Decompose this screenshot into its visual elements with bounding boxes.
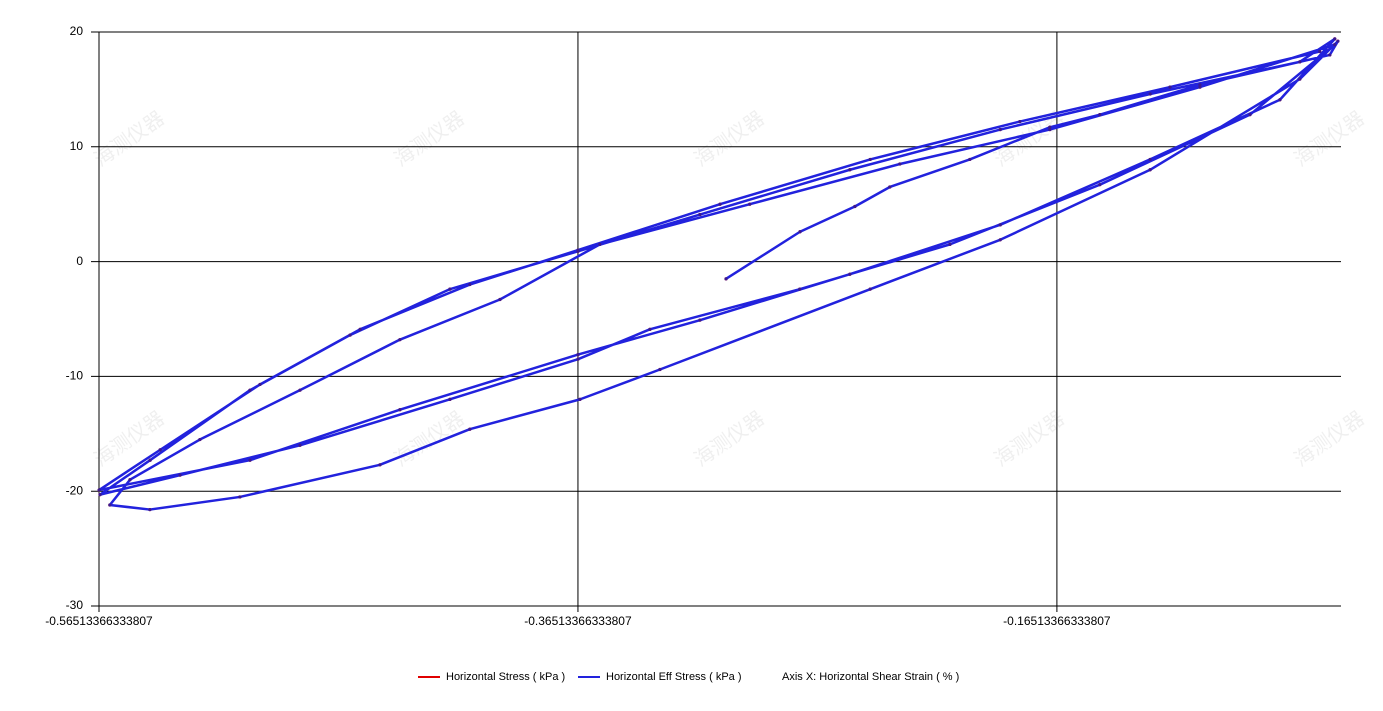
data-point [648, 327, 652, 331]
data-point [158, 448, 162, 452]
data-point [258, 382, 262, 387]
x-tick-label: -0.36513366333807 [524, 614, 632, 628]
legend-label: Horizontal Eff Stress ( kPa ) [606, 671, 742, 683]
data-point [108, 503, 112, 507]
data-point [1098, 113, 1102, 117]
data-point [378, 463, 382, 467]
y-tick-label: 0 [76, 254, 83, 268]
data-point [898, 162, 902, 166]
data-point [1318, 49, 1322, 54]
data-point [698, 318, 702, 322]
data-point [1333, 43, 1337, 47]
legend-label: Horizontal Stress ( kPa ) [446, 671, 565, 683]
data-point [798, 287, 802, 291]
y-tick-label: -10 [66, 369, 84, 383]
data-point [178, 473, 182, 477]
data-point [576, 352, 580, 357]
data-point [1148, 157, 1152, 162]
data-point [238, 495, 242, 499]
data-point [1336, 39, 1340, 43]
data-point [576, 248, 580, 252]
data-point [868, 287, 872, 291]
data-point [998, 238, 1002, 242]
data-point [888, 185, 892, 189]
y-tick-label: -30 [66, 598, 84, 612]
data-point [198, 437, 202, 442]
data-point [798, 230, 802, 234]
x-tick-label: -0.16513366333807 [1003, 614, 1111, 628]
data-point [97, 488, 101, 492]
data-point [248, 388, 252, 392]
data-point [1198, 83, 1202, 87]
data-point [468, 282, 472, 287]
data-point [1328, 53, 1332, 57]
data-point [1168, 85, 1172, 89]
data-point [448, 287, 452, 291]
data-point [1098, 183, 1102, 187]
data-point [1298, 60, 1302, 64]
data-point [298, 443, 302, 447]
data-point [853, 204, 857, 209]
y-tick-label: 10 [70, 139, 84, 153]
data-point [1298, 77, 1302, 81]
data-point [398, 338, 402, 342]
data-point [598, 242, 602, 246]
data-point [748, 202, 752, 206]
data-point [148, 507, 152, 512]
data-point [848, 272, 852, 276]
data-point [718, 202, 722, 206]
data-point [1278, 98, 1282, 102]
data-point [148, 458, 152, 462]
data-point [1198, 85, 1202, 89]
data-point [576, 357, 580, 361]
x-tick-label: -0.56513366333807 [45, 614, 153, 628]
data-point [724, 277, 728, 281]
data-point [98, 493, 102, 497]
data-point [948, 242, 952, 246]
data-point [1148, 92, 1152, 96]
data-point [468, 427, 472, 431]
data-point [128, 478, 132, 482]
x-axis-label: Axis X: Horizontal Shear Strain ( % ) [782, 671, 959, 683]
data-point [698, 212, 702, 217]
data-point [1048, 125, 1052, 129]
data-point [398, 408, 402, 412]
data-point [578, 397, 582, 401]
data-point [968, 157, 972, 162]
data-point [1148, 168, 1152, 172]
data-point [658, 367, 662, 372]
data-point [1333, 37, 1337, 41]
data-point [1018, 119, 1022, 124]
data-point [1248, 113, 1252, 117]
data-point [1048, 127, 1052, 132]
data-point [448, 397, 452, 401]
data-point [248, 458, 252, 462]
data-point [358, 327, 362, 331]
data-point [998, 127, 1002, 132]
data-point [868, 157, 872, 162]
data-point [348, 333, 352, 337]
data-point [298, 388, 302, 392]
data-point [998, 223, 1002, 227]
y-tick-label: 20 [70, 24, 84, 38]
data-point [848, 168, 852, 172]
data-point [498, 297, 502, 302]
y-tick-label: -20 [66, 483, 84, 497]
series-line [97, 37, 1340, 511]
